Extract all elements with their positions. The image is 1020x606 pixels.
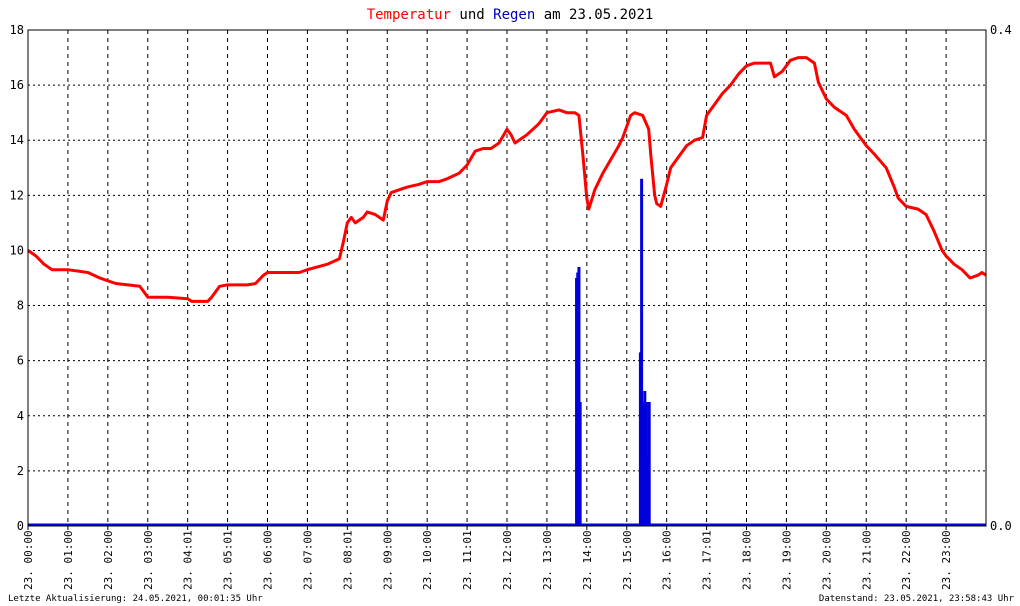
y-tick-label: 12 [10,188,24,202]
footer-data-status: Datenstand: 23.05.2021, 23:58:43 Uhr [819,594,1015,604]
x-tick-label: 23. 15:00 [621,530,634,590]
title-date: am 23.05.2021 [535,7,653,23]
x-tick-label: 23. 13:00 [541,530,554,590]
y-tick-label: 2 [17,464,24,478]
y-right-tick-label: 0.4 [990,23,1012,37]
x-tick-label: 23. 01:00 [62,530,75,590]
x-tick-label: 23. 08:01 [341,530,354,590]
x-tick-label: 23. 18:00 [741,530,754,590]
x-tick-label: 23. 04:01 [182,530,195,590]
rain-bar [647,402,651,526]
rain-bar [640,178,644,527]
y-axis-right-labels: 0.0 0.4 [990,23,1012,533]
x-tick-label: 23. 03:00 [142,530,155,590]
x-tick-label: 23. 09:00 [381,530,394,590]
x-tick-label: 23. 11:01 [461,530,474,590]
x-tick-label: 23. 23:00 [940,530,953,590]
plot-frame [27,29,987,527]
rain-bar [577,266,581,526]
y-tick-label: 16 [10,78,24,92]
chart-title: Temperatur und Regen am 23.05.2021 [367,7,654,23]
rain-bar [641,402,645,526]
rain-bar [578,402,582,526]
title-temperature: Temperatur [367,7,451,23]
rain-bar [643,390,647,526]
x-tick-label: 23. 10:00 [421,530,434,590]
y-tick-label: 8 [17,299,24,313]
x-tick-label: 23. 19:00 [780,530,793,590]
x-tick-label: 23. 20:00 [820,530,833,590]
y-tick-label: 10 [10,243,24,257]
x-tick-label: 23. 06:00 [262,530,275,590]
x-tick-label: 23. 21:00 [860,530,873,590]
rain-bar [644,402,648,526]
title-und: und [451,7,493,23]
x-tick-label: 23. 05:01 [222,530,235,590]
footer-last-update: Letzte Aktualisierung: 24.05.2021, 00:01… [8,594,263,604]
x-tick-label: 23. 07:00 [301,530,314,590]
y-tick-label: 4 [17,409,24,423]
x-tick-label: 23. 22:00 [900,530,913,590]
x-tick-label: 23. 00:00 [22,530,35,590]
x-tick-label: 23. 12:00 [501,530,514,590]
title-rain: Regen [493,7,535,23]
y-tick-label: 14 [10,133,24,147]
grid [27,30,986,530]
y-right-tick-label: 0.0 [990,519,1012,533]
x-tick-label: 23. 16:00 [661,530,674,590]
x-tick-label: 23. 17:01 [701,530,714,590]
y-axis-left-labels: 0 2 4 6 8 10 12 14 16 18 [10,23,24,533]
rain-bars [575,178,651,527]
x-tick-label: 23. 14:00 [581,530,594,590]
x-tick-label: 23. 02:00 [102,530,115,590]
y-tick-label: 18 [10,23,24,37]
y-tick-label: 6 [17,354,24,368]
y-tick-label: 0 [17,519,24,533]
temperature-line [27,56,987,303]
x-axis-labels: 23. 00:00 23. 01:00 23. 02:00 23. 03:00 23. … [22,530,953,590]
